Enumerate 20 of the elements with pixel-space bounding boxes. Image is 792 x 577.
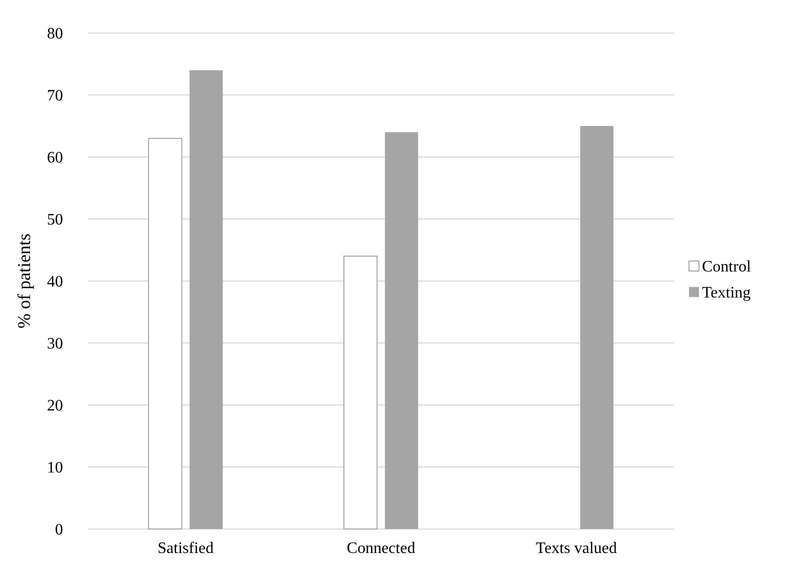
bar — [384, 132, 418, 529]
legend-label: Texting — [702, 284, 751, 302]
bar — [343, 256, 378, 530]
y-tick-label: 40 — [47, 274, 63, 291]
y-tick-label: 30 — [47, 336, 63, 353]
legend-label: Control — [702, 258, 752, 276]
x-tick-label: Satisfied — [158, 540, 214, 557]
x-tick-label: Connected — [346, 540, 416, 557]
y-tick-label: 80 — [47, 26, 63, 43]
bar — [580, 126, 614, 529]
y-tick-label: 50 — [47, 212, 63, 229]
bar — [148, 138, 182, 530]
y-tick-label: 60 — [47, 150, 63, 167]
y-tick-label: 0 — [55, 522, 63, 539]
y-tick-label: 10 — [47, 460, 63, 477]
y-tick-label: 20 — [47, 398, 63, 415]
y-axis-title: % of patients — [14, 234, 34, 328]
x-tick-label: Texts valued — [536, 540, 617, 557]
bar — [190, 70, 223, 529]
y-tick-label: 70 — [47, 88, 63, 105]
